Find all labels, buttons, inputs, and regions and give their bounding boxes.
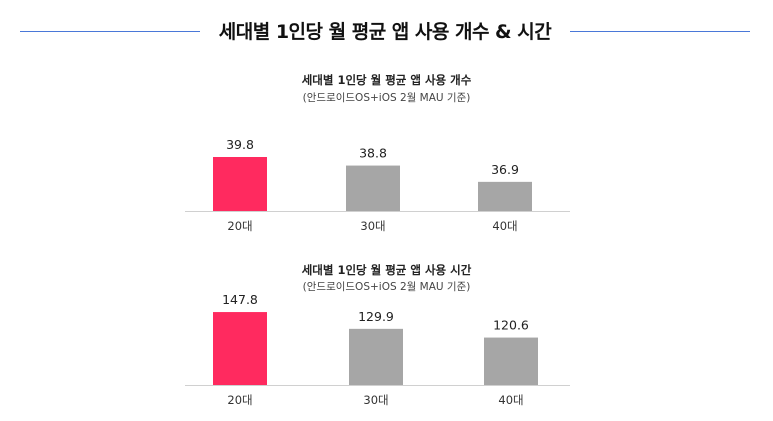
category-label: 40대 xyxy=(498,393,523,407)
category-label: 20대 xyxy=(227,393,252,407)
bar-chart-app-time: 147.8 20대 129.9 30대 120.6 40대 xyxy=(185,292,570,407)
chart-title: 세대별 1인당 월 평균 앱 사용 개수 xyxy=(301,73,472,87)
data-label: 36.9 xyxy=(491,162,519,177)
bar-40대 xyxy=(478,181,532,211)
category-label: 40대 xyxy=(492,219,517,233)
category-label: 20대 xyxy=(227,219,252,233)
chart-title: 세대별 1인당 월 평균 앱 사용 시간 xyxy=(301,263,472,277)
category-label: 30대 xyxy=(360,219,385,233)
data-label: 129.9 xyxy=(358,309,394,324)
data-label: 38.8 xyxy=(359,146,387,161)
bar-30대 xyxy=(349,328,403,385)
data-label: 120.6 xyxy=(493,318,529,333)
header-rule-right xyxy=(570,31,750,32)
bar-20대 xyxy=(213,312,267,385)
page-title: 세대별 1인당 월 평균 앱 사용 개수 & 시간 xyxy=(218,21,552,43)
chart-subtitle: (안드로이드OS+iOS 2월 MAU 기준) xyxy=(302,281,471,293)
bar-chart-app-count: 39.8 20대 38.8 30대 36.9 40대 xyxy=(185,137,570,233)
chart-subtitle: (안드로이드OS+iOS 2월 MAU 기준) xyxy=(302,92,471,104)
category-label: 30대 xyxy=(363,393,388,407)
bar-40대 xyxy=(484,337,538,385)
header-rule-left xyxy=(20,31,200,32)
bar-20대 xyxy=(213,157,267,211)
data-label: 147.8 xyxy=(222,292,258,307)
bar-30대 xyxy=(346,165,400,211)
data-label: 39.8 xyxy=(226,137,254,152)
